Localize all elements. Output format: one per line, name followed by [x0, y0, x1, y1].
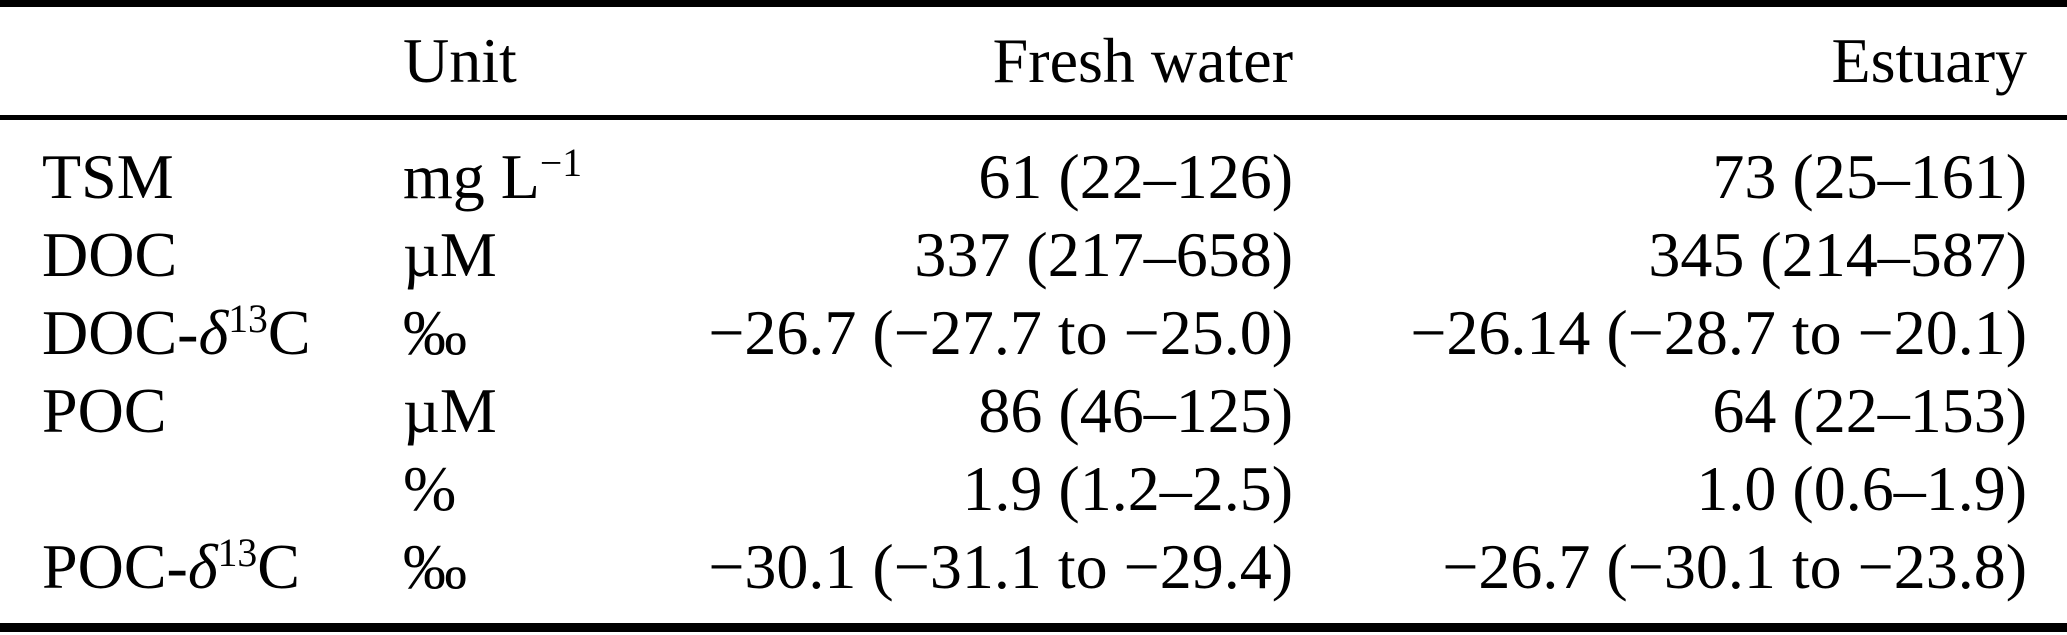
header-unit-cell: Unit — [403, 25, 517, 96]
estuary-value-cell: 1.0 (0.6–1.9) — [1696, 453, 2027, 524]
fresh-value-cell: 86 (46–125) — [978, 375, 1293, 446]
estuary-value-cell: 64 (22–153) — [1712, 375, 2027, 446]
table-bottom-rule — [0, 623, 2067, 632]
row-label-cell: DOC-δ13C — [42, 297, 311, 368]
fresh-value-cell: 1.9 (1.2–2.5) — [962, 453, 1293, 524]
row-unit-cell: ‰ — [403, 531, 467, 602]
row-unit-cell: ‰ — [403, 297, 467, 368]
row-unit-cell: mg L−1 — [403, 141, 583, 212]
table-row: POC-δ13C ‰ −30.1 (−31.1 to −29.4) −26.7 … — [0, 528, 2067, 606]
table-row: % 1.9 (1.2–2.5) 1.0 (0.6–1.9) — [0, 450, 2067, 528]
table-body: TSM mg L−1 61 (22–126) 73 (25–161) DOC µ… — [0, 120, 2067, 606]
header-fresh-water-cell: Fresh water — [992, 25, 1293, 96]
fresh-value-cell: −26.7 (−27.7 to −25.0) — [708, 297, 1293, 368]
table-top-rule — [0, 0, 2067, 7]
row-label-cell: POC — [42, 375, 167, 446]
estuary-value-cell: −26.7 (−30.1 to −23.8) — [1442, 531, 2027, 602]
fresh-value-cell: 337 (217–658) — [914, 219, 1293, 290]
estuary-value-cell: −26.14 (−28.7 to −20.1) — [1410, 297, 2027, 368]
fresh-value-cell: −30.1 (−31.1 to −29.4) — [708, 531, 1293, 602]
row-label-cell: POC-δ13C — [42, 531, 300, 602]
header-estuary-cell: Estuary — [1831, 25, 2028, 96]
table-header-rule — [0, 115, 2067, 120]
row-unit-cell: % — [403, 453, 457, 524]
table-header-row: Unit Fresh water Estuary — [0, 7, 2067, 115]
table-row: DOC-δ13C ‰ −26.7 (−27.7 to −25.0) −26.14… — [0, 294, 2067, 372]
row-unit-cell: µM — [403, 219, 497, 290]
estuary-value-cell: 345 (214–587) — [1648, 219, 2027, 290]
row-label-cell: TSM — [42, 141, 174, 212]
row-label-cell: DOC — [42, 219, 178, 290]
fresh-value-cell: 61 (22–126) — [978, 141, 1293, 212]
table-row: TSM mg L−1 61 (22–126) 73 (25–161) — [0, 138, 2067, 216]
table-row: DOC µM 337 (217–658) 345 (214–587) — [0, 216, 2067, 294]
table-row: POC µM 86 (46–125) 64 (22–153) — [0, 372, 2067, 450]
row-unit-cell: µM — [403, 375, 497, 446]
estuary-value-cell: 73 (25–161) — [1712, 141, 2027, 212]
